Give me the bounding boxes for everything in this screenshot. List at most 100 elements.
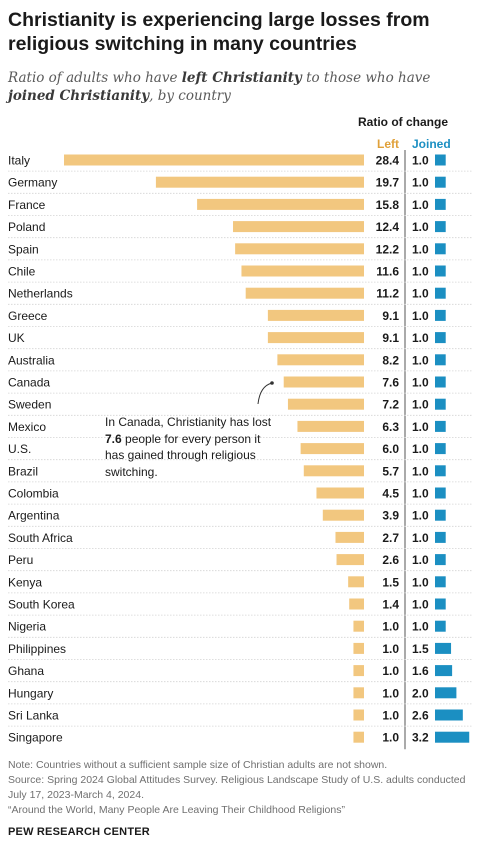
footnote-source: Source: Spring 2024 Global Attitudes Sur… (8, 774, 466, 801)
category-label: Spain (8, 242, 39, 256)
footnote-note: Note: Countries without a sufficient sam… (8, 759, 388, 771)
category-label: South Africa (8, 531, 73, 545)
left-value-label: 7.6 (382, 376, 399, 390)
left-value-label: 11.2 (376, 287, 399, 301)
joined-bar (435, 198, 446, 210)
footnotes: Note: Countries without a sufficient sam… (8, 758, 473, 818)
legend-joined: Joined (412, 137, 451, 151)
joined-bar (435, 398, 446, 410)
left-bar (316, 487, 364, 499)
joined-bar (435, 354, 446, 366)
category-label: Kenya (8, 575, 42, 589)
joined-value-label: 1.0 (412, 442, 429, 456)
category-label: Netherlands (8, 287, 73, 301)
joined-bar (435, 598, 446, 610)
left-value-label: 2.6 (382, 553, 399, 567)
left-bar (336, 554, 364, 566)
joined-value-label: 1.0 (412, 176, 429, 190)
canada-annotation: In Canada, Christianity has lost 7.6 peo… (105, 414, 280, 480)
category-label: Mexico (8, 420, 46, 434)
category-label: Brazil (8, 464, 38, 478)
joined-bar (435, 265, 446, 277)
left-value-label: 28.4 (376, 154, 400, 168)
category-label: U.S. (8, 442, 31, 456)
category-label: Germany (8, 176, 57, 190)
left-value-label: 1.4 (382, 598, 399, 612)
joined-bar (435, 731, 470, 743)
left-bar (197, 198, 364, 210)
category-label: Hungary (8, 686, 53, 700)
left-bar (300, 443, 364, 455)
joined-value-label: 1.0 (412, 531, 429, 545)
category-label: Greece (8, 309, 48, 323)
footnote-report: “Around the World, Many People Are Leavi… (8, 804, 345, 816)
category-label: Argentina (8, 509, 60, 523)
legend-left: Left (377, 137, 399, 151)
left-value-label: 1.0 (382, 620, 399, 634)
left-value-label: 8.2 (382, 353, 399, 367)
joined-value-label: 1.0 (412, 575, 429, 589)
left-value-label: 3.9 (382, 509, 399, 523)
joined-value-label: 2.0 (412, 686, 429, 700)
category-label: Italy (8, 154, 30, 168)
left-bar (335, 531, 364, 543)
category-label: Peru (8, 553, 33, 567)
category-label: Philippines (8, 642, 66, 656)
chart-title: Christianity is experiencing large losse… (8, 9, 430, 55)
joined-bar (435, 465, 446, 477)
left-bar (245, 287, 364, 299)
left-value-label: 15.8 (376, 198, 400, 212)
joined-value-label: 1.0 (412, 464, 429, 478)
joined-value-label: 1.0 (412, 398, 429, 412)
joined-value-label: 1.6 (412, 664, 429, 678)
subtitle-left-term: left Christianity (181, 70, 302, 86)
left-value-label: 1.0 (382, 731, 399, 745)
joined-value-label: 1.0 (412, 198, 429, 212)
joined-bar (435, 443, 446, 455)
joined-value-label: 1.0 (412, 265, 429, 279)
joined-value-label: 2.6 (412, 709, 429, 723)
left-bar (353, 620, 364, 632)
joined-bar (435, 287, 446, 299)
joined-value-label: 1.0 (412, 620, 429, 634)
category-label: Australia (8, 353, 55, 367)
left-bar (348, 576, 364, 588)
joined-value-label: 1.0 (412, 376, 429, 390)
joined-bar (435, 709, 463, 721)
joined-bar (435, 309, 446, 321)
joined-value-label: 1.0 (412, 420, 429, 434)
joined-bar (435, 221, 446, 233)
joined-bar (435, 620, 446, 632)
annotation-leader-dot (270, 381, 274, 385)
left-value-label: 7.2 (382, 398, 399, 412)
bar-chart: Italy 28.4 1.0 Germany 19.7 1.0 France 15.8 1.0 P… (8, 150, 472, 750)
left-value-label: 19.7 (376, 176, 400, 190)
joined-value-label: 3.2 (412, 731, 429, 745)
joined-value-label: 1.0 (412, 331, 429, 345)
left-value-label: 1.0 (382, 664, 399, 678)
left-bar (233, 221, 364, 233)
left-bar (353, 665, 364, 677)
left-bar (267, 332, 364, 344)
joined-value-label: 1.0 (412, 598, 429, 612)
left-bar (287, 398, 364, 410)
left-bar (353, 731, 364, 743)
joined-bar (435, 332, 446, 344)
left-value-label: 1.5 (382, 575, 399, 589)
joined-value-label: 1.0 (412, 309, 429, 323)
joined-value-label: 1.0 (412, 242, 429, 256)
left-value-label: 6.3 (382, 420, 399, 434)
joined-bar (435, 509, 446, 521)
annotation-value: 7.6 (105, 431, 122, 446)
category-label: Chile (8, 265, 36, 279)
joined-value-label: 1.0 (412, 509, 429, 523)
category-label: Poland (8, 220, 45, 234)
subtitle-text-3: , by country (149, 88, 231, 104)
category-label: Nigeria (8, 620, 46, 634)
category-label: Colombia (8, 487, 59, 501)
joined-value-label: 1.0 (412, 353, 429, 367)
joined-value-label: 1.5 (412, 642, 429, 656)
joined-value-label: 1.0 (412, 287, 429, 301)
subtitle-text-2: to those who have (301, 70, 431, 86)
left-value-label: 1.0 (382, 642, 399, 656)
